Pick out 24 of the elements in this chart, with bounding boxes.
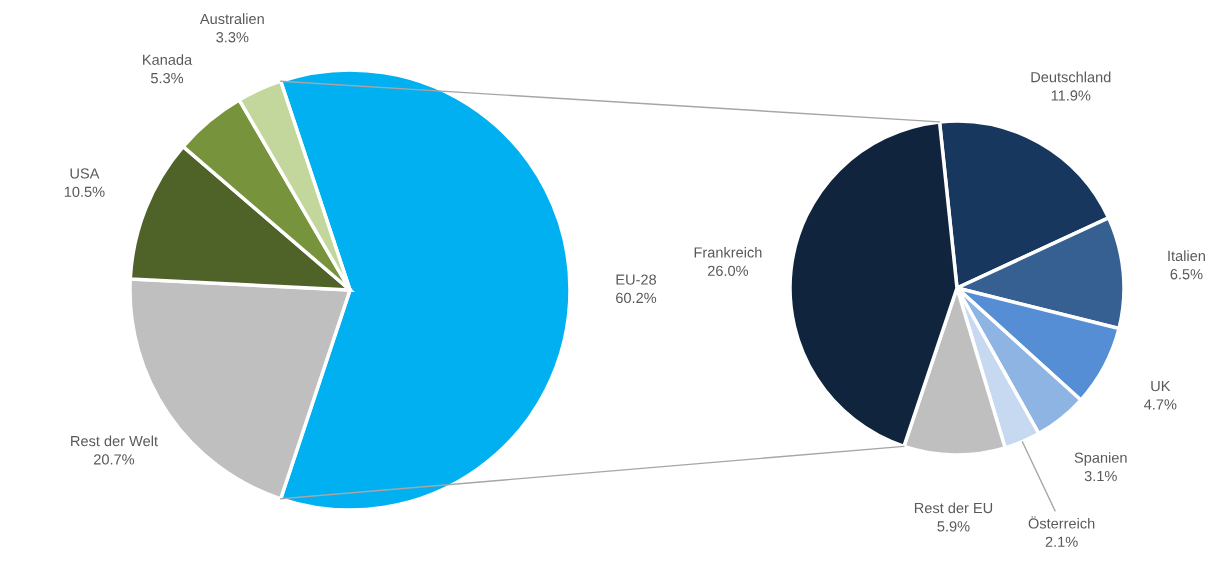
slice-label: Spanien [1074, 452, 1127, 466]
data-label: 5.9% [937, 521, 970, 532]
slice-label: Frankreich [694, 246, 762, 258]
data-label: 5.3% [150, 72, 184, 84]
slice-label: USA [70, 168, 100, 179]
data-label: 3.1% [1084, 470, 1117, 482]
slice-label: Österreich [1028, 516, 1095, 529]
slice-label: Kanada [143, 54, 193, 65]
data-label: 11.9% [1051, 90, 1091, 101]
slice-label: EU-28 [616, 274, 657, 285]
slice-label: UK [1151, 381, 1171, 392]
slice-label: Italien [1168, 250, 1205, 262]
slice-label: Australien [199, 13, 264, 25]
slice-label: Rest der EU [914, 502, 993, 514]
data-label: 6.5% [1170, 269, 1203, 280]
data-label: 20.7% [94, 454, 135, 465]
data-label: 26.0% [707, 265, 749, 276]
data-label: 3.3% [216, 32, 249, 43]
data-label: 10.5% [64, 186, 105, 197]
data-label: 60.2% [616, 292, 657, 304]
data-label: 2.1% [1045, 536, 1078, 547]
slice-label: Rest der Welt [71, 435, 158, 447]
slice-label: Deutschland [1031, 71, 1111, 83]
data-label: 4.7% [1144, 399, 1177, 410]
